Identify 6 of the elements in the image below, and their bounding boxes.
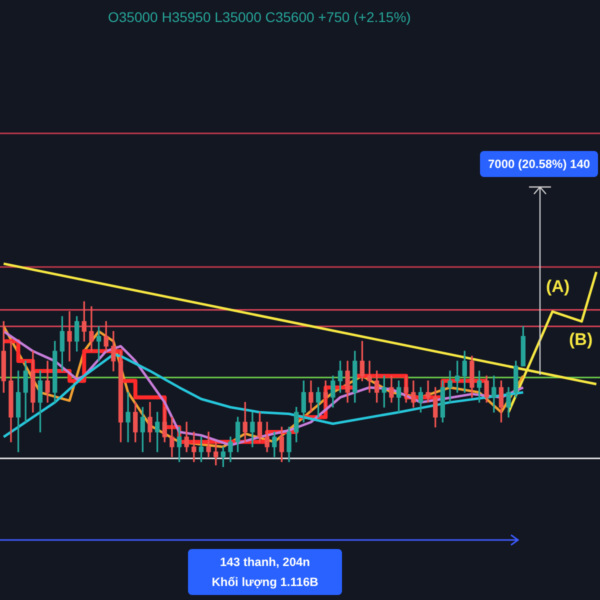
text: O35000 H35950 L35000 C35600 +750 (+2.15%) [108, 9, 411, 25]
text: 143 thanh, 204n [218, 554, 312, 571]
text: (A) [546, 277, 570, 297]
text: 7000 (20.58%) 140 [488, 156, 590, 173]
annotation: (B) [569, 330, 593, 350]
text: Khối lượng 1.116B [210, 574, 320, 591]
